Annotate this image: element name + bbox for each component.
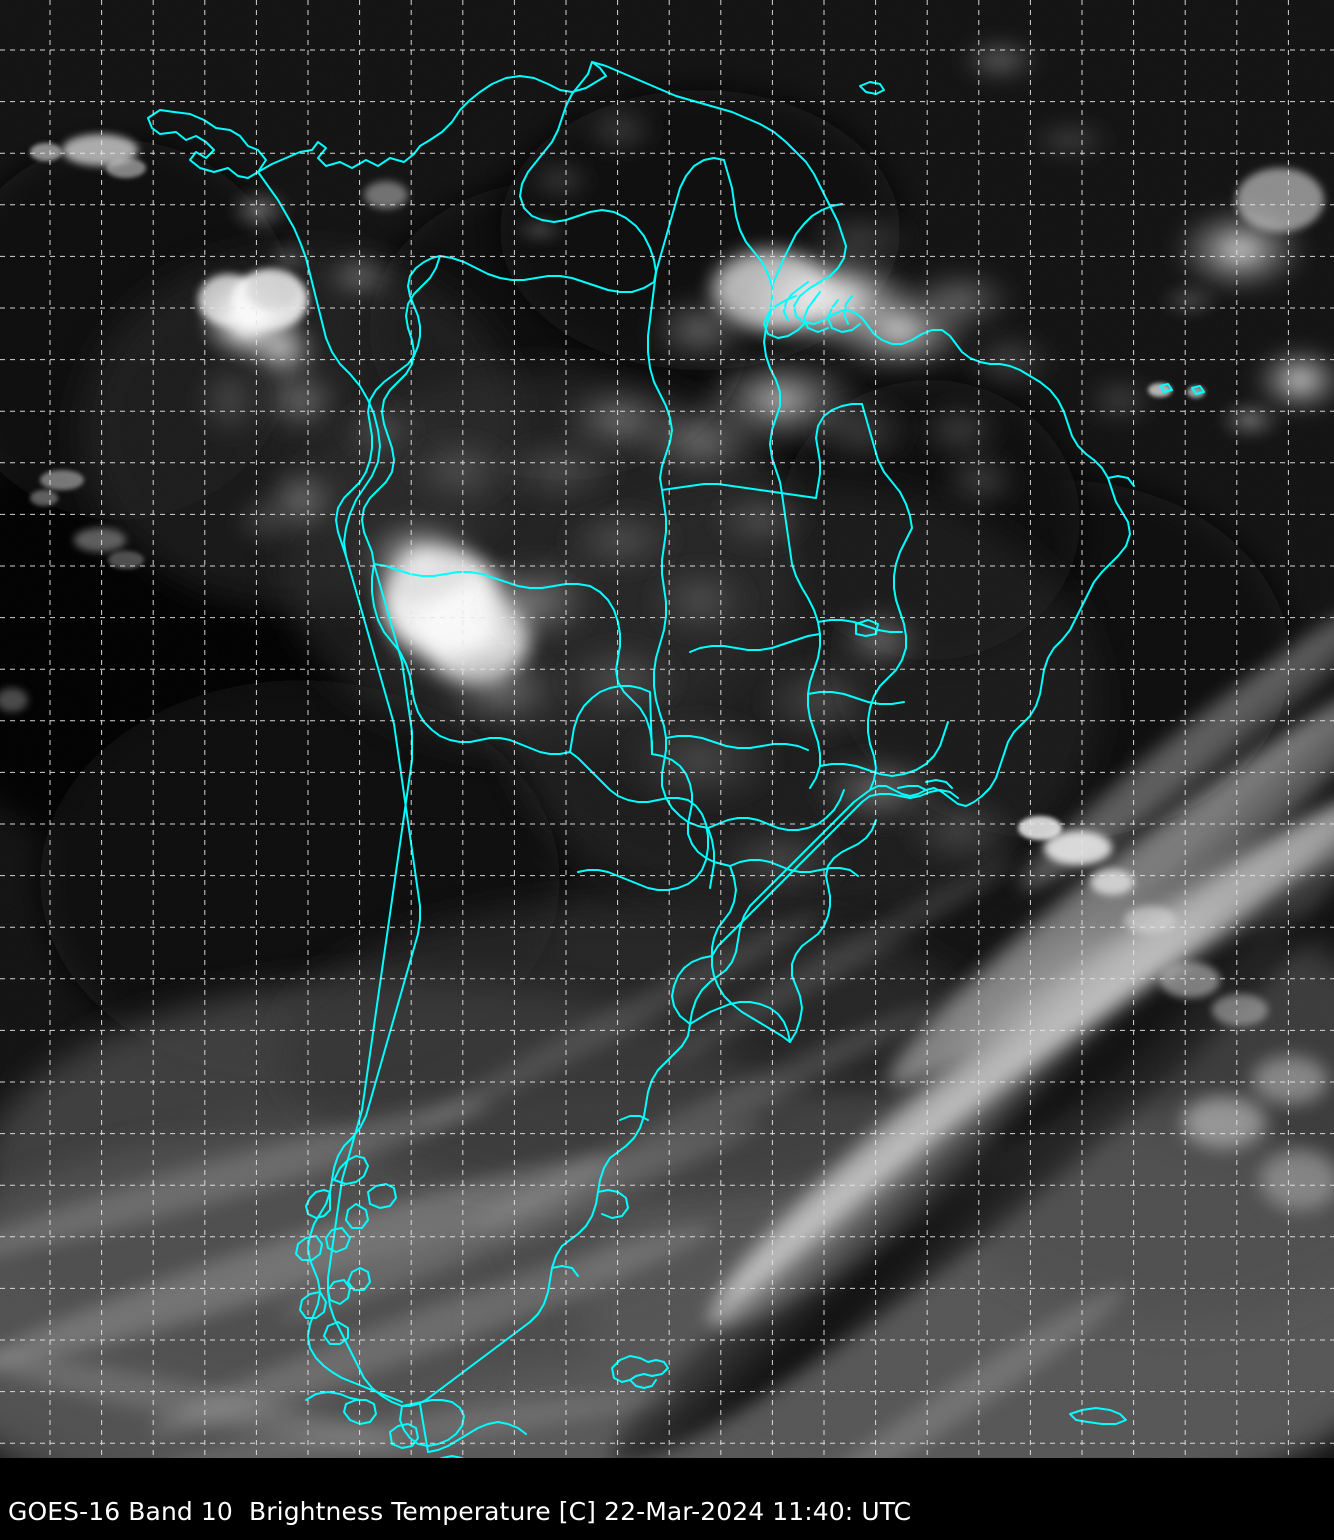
map-overlay-coastlines-borders xyxy=(147,61,1205,1458)
raster-noise xyxy=(0,0,1334,1458)
caption-bar: GOES-16 Band 10 Brightness Temperature [… xyxy=(0,1458,1334,1540)
image-caption-text: GOES-16 Band 10 Brightness Temperature [… xyxy=(8,1497,912,1526)
satellite-image-panel xyxy=(0,0,1334,1458)
brightness-temperature-raster xyxy=(0,0,1334,1458)
